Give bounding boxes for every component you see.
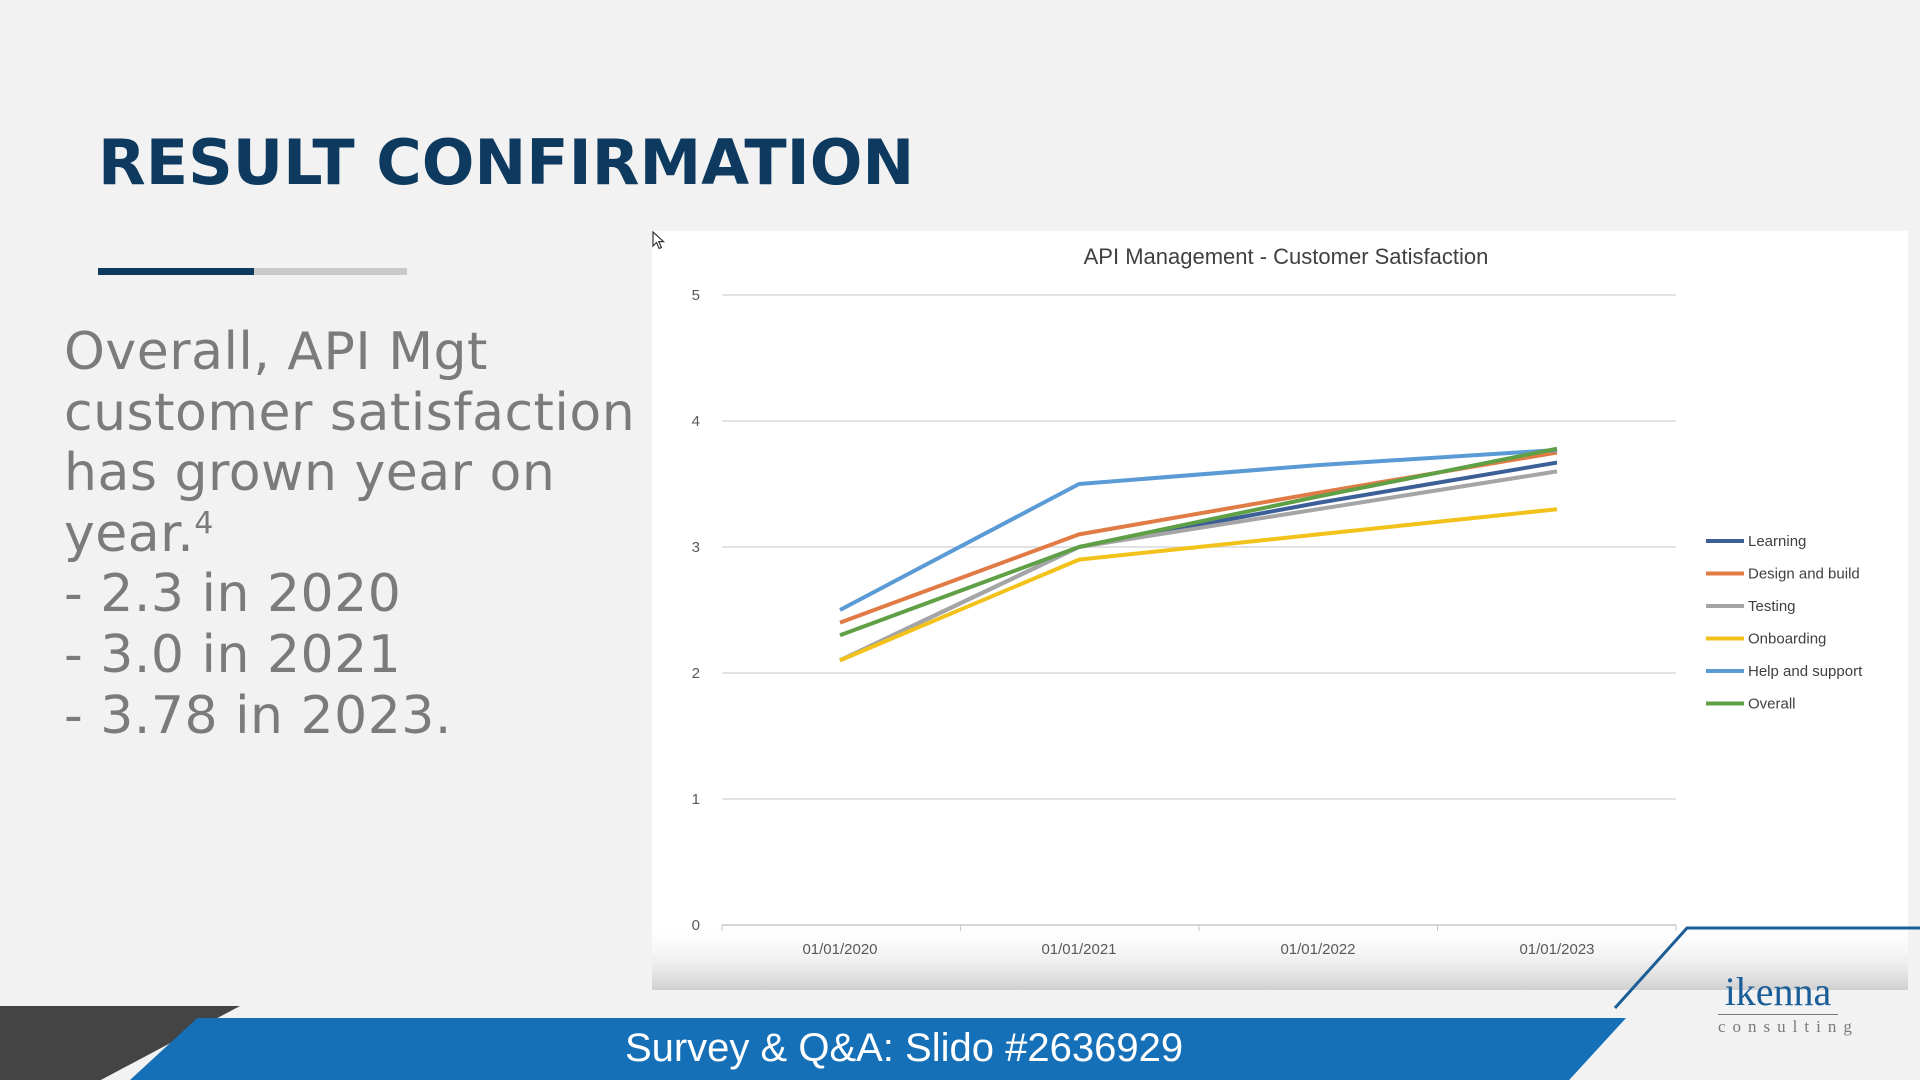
summary-bullet: - 3.0 in 2021 <box>64 624 402 685</box>
summary-line: has grown year on <box>64 443 556 504</box>
chart-title: API Management - Customer Satisfaction <box>1084 244 1489 269</box>
y-axis-ticks: 0 1 2 3 4 5 <box>692 287 700 934</box>
x-axis-ticks: 01/01/2020 01/01/2021 01/01/2022 01/01/2023 <box>721 925 1677 958</box>
legend-label: Testing <box>1748 598 1796 615</box>
series-line <box>839 469 1558 663</box>
summary-line: year. <box>64 503 195 564</box>
series-lines <box>839 446 1558 663</box>
summary-line: customer satisfaction <box>64 382 636 443</box>
gridlines <box>722 294 1676 926</box>
series-line <box>839 460 1558 663</box>
summary-line: Overall, API Mgt <box>64 322 488 382</box>
y-tick-label: 3 <box>692 539 700 556</box>
y-tick-label: 0 <box>692 917 700 934</box>
series-line <box>839 446 1558 638</box>
x-tick-label: 01/01/2022 <box>1280 941 1355 958</box>
x-tick-label: 01/01/2023 <box>1519 941 1594 958</box>
footnote-marker: 4 <box>194 505 214 541</box>
logo-tagline: consulting <box>1718 1014 1852 1037</box>
summary-text: Overall, API Mgt customer satisfaction h… <box>64 322 684 746</box>
legend: Learning Design and build Testing Onboardin… <box>1706 533 1863 713</box>
line-chart: API Management - Customer Satisfaction 0… <box>652 244 1908 990</box>
legend-label: Onboarding <box>1748 631 1826 648</box>
legend-label: Overall <box>1748 696 1796 713</box>
summary-bullet: - 2.3 in 2020 <box>64 564 402 625</box>
y-tick-label: 1 <box>692 791 700 808</box>
footer-banner <box>130 1018 1626 1080</box>
title-underline-track <box>254 268 407 275</box>
logo-wordmark: ikenna <box>1724 969 1832 1014</box>
footer-banner-text: Survey & Q&A: Slido #2636929 <box>624 1026 1184 1070</box>
mouse-pointer-icon <box>652 231 666 250</box>
chart-panel: API Management - Customer Satisfaction 0… <box>652 231 1908 990</box>
legend-label: Help and support <box>1748 663 1863 680</box>
series-line <box>839 507 1558 663</box>
summary-bullet: - 3.78 in 2023. <box>64 685 452 746</box>
slide-title: RESULT CONFIRMATION <box>98 126 915 199</box>
series-line <box>839 447 1558 612</box>
legend-label: Design and build <box>1748 566 1860 583</box>
company-logo: ikenna consulting <box>1718 969 1852 1037</box>
chart-bottom-shade <box>652 921 1908 990</box>
title-underline-accent <box>98 268 254 275</box>
y-tick-label: 5 <box>692 287 700 304</box>
x-tick-label: 01/01/2020 <box>802 941 877 958</box>
y-tick-label: 2 <box>692 665 700 682</box>
corner-frame-lines <box>1613 926 1920 1010</box>
y-tick-label: 4 <box>692 413 700 430</box>
x-tick-label: 01/01/2021 <box>1041 941 1116 958</box>
summary-line-with-footnote: year.4 <box>64 504 684 565</box>
legend-label: Learning <box>1748 533 1806 550</box>
